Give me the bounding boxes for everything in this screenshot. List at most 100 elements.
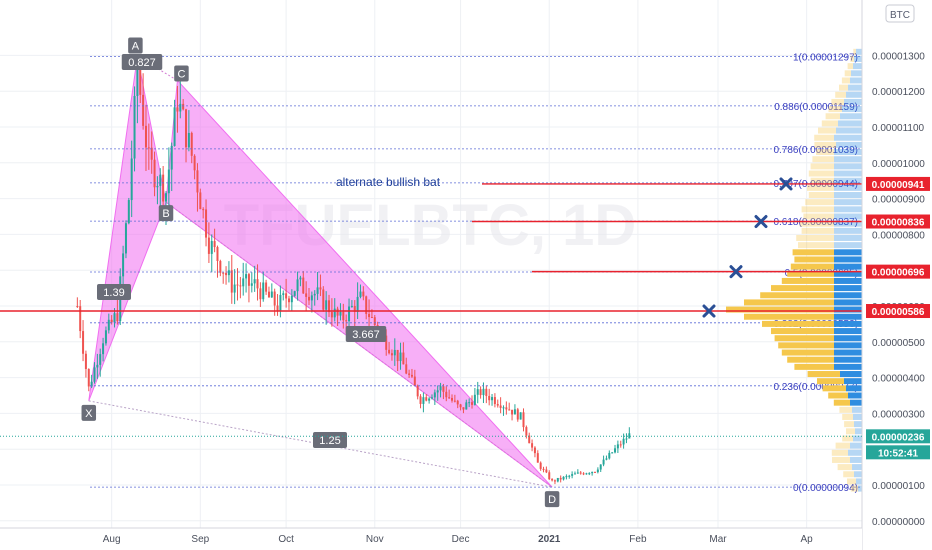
- volume-profile-bar-down: [762, 320, 834, 327]
- candle-body: [448, 397, 451, 399]
- volume-profile-bar-down: [798, 242, 834, 249]
- volume-profile-bar-down: [839, 406, 852, 413]
- candle-body: [390, 353, 393, 356]
- candle-body: [456, 400, 459, 405]
- volume-profile-bar-up: [834, 277, 862, 284]
- volume-profile-bar-down: [812, 156, 834, 163]
- candle-body: [596, 469, 599, 473]
- volume-profile-bar-up: [834, 256, 862, 263]
- candle-body: [102, 343, 105, 355]
- ratio-label: 3.667: [345, 326, 387, 342]
- svg-text:BTC: BTC: [890, 10, 910, 21]
- candle-body: [542, 468, 545, 470]
- volume-profile-bar-down: [799, 220, 834, 227]
- volume-profile-bar-down: [744, 299, 834, 306]
- volume-profile-bar-up: [834, 292, 862, 299]
- candle-body: [236, 284, 239, 286]
- candle-body: [207, 237, 210, 254]
- candle-body: [548, 472, 551, 480]
- candle-body: [451, 397, 453, 401]
- volume-profile-bar-up: [856, 48, 862, 55]
- candle-body: [219, 260, 222, 273]
- volume-profile-bar-up: [840, 113, 862, 120]
- candle-body: [599, 464, 602, 470]
- candle-body: [425, 397, 428, 401]
- candle-body: [368, 313, 371, 318]
- candle-body: [308, 296, 310, 301]
- candle-body: [167, 169, 170, 194]
- volume-profile-bar-down: [726, 306, 834, 313]
- volume-profile-bar-up: [836, 141, 862, 148]
- candle-body: [551, 479, 554, 481]
- ratio-label-text: 1.25: [319, 435, 340, 447]
- symbol-badge[interactable]: BTC: [885, 4, 915, 23]
- candle-body: [405, 364, 408, 374]
- volume-profile-bar-down: [846, 428, 855, 435]
- volume-profile-bar-down: [822, 385, 846, 392]
- time-axis[interactable]: Aug Sep Oct Nov Dec 2021 Feb Mar Ap: [0, 527, 862, 550]
- candle-body: [282, 293, 285, 295]
- volume-profile-bar-down: [831, 449, 848, 456]
- volume-profile-bar-up: [852, 406, 862, 413]
- candle-body: [482, 388, 485, 396]
- volume-profile-bar-up: [834, 342, 862, 349]
- candle-body: [519, 412, 522, 420]
- candle-body: [553, 480, 556, 482]
- candle-body: [339, 311, 342, 316]
- ratio-label-text: 3.667: [352, 329, 380, 341]
- volume-profile-bar-down: [810, 177, 834, 184]
- volume-profile-bar-down: [847, 478, 856, 485]
- candle-body: [199, 192, 202, 210]
- candle-body: [187, 132, 190, 148]
- point-label-x-text: X: [85, 408, 93, 420]
- volume-profile-bar-down: [794, 363, 834, 370]
- candle-body: [473, 394, 476, 405]
- volume-profile-bar-up: [834, 242, 862, 249]
- volume-profile-bar-down: [853, 48, 856, 55]
- candle-body: [370, 317, 373, 319]
- ratio-label: 1.25: [313, 432, 347, 448]
- candle-body: [356, 296, 359, 312]
- volume-profile-bar-up: [850, 77, 862, 84]
- volume-profile-bar-down: [792, 249, 834, 256]
- point-label-d: D: [544, 491, 560, 508]
- candle-body: [416, 385, 419, 397]
- volume-profile-bar-down: [801, 227, 834, 234]
- candle-body: [522, 412, 525, 428]
- candle-body: [202, 209, 205, 211]
- candle-body: [159, 174, 162, 186]
- ratio-label: 0.827: [121, 54, 163, 70]
- volume-profile-bar-down: [835, 442, 850, 449]
- candle-body: [468, 402, 471, 404]
- volume-profile-bar-down: [817, 378, 844, 385]
- volume-profile-bar-up: [848, 449, 862, 456]
- candle-body: [573, 473, 576, 475]
- candle-body: [442, 386, 445, 392]
- volume-profile-bar-down: [844, 421, 854, 428]
- volume-profile-bar-up: [834, 163, 862, 170]
- volume-profile-bar-down: [805, 199, 834, 206]
- volume-profile-bar-down: [841, 77, 850, 84]
- volume-profile-bar-down: [771, 328, 834, 335]
- volume-profile-bar-down: [794, 256, 834, 263]
- volume-profile-bar-down: [839, 84, 848, 91]
- candle-body: [322, 289, 325, 310]
- candle-body: [396, 349, 399, 362]
- pattern-labels: X A B C D 0.827 1.39 3.667 1.25: [81, 37, 560, 508]
- volume-profile-bar-up: [834, 349, 862, 356]
- price-axis-label: 0.00000800: [872, 230, 925, 241]
- candle-body: [127, 200, 130, 224]
- candle-body: [622, 438, 625, 445]
- candle-body: [345, 320, 348, 322]
- candle-body: [302, 277, 305, 294]
- point-label-b-text: B: [162, 208, 169, 220]
- fib-level-label: 1(0.00001297): [793, 52, 858, 63]
- volume-profile-bar-down: [781, 277, 834, 284]
- price-axis-label: 0.00000100: [872, 481, 925, 492]
- volume-profile-bar-down: [744, 313, 834, 320]
- volume-profile-bar-up: [834, 328, 862, 335]
- candle-body: [225, 272, 228, 276]
- candle-body: [491, 397, 494, 401]
